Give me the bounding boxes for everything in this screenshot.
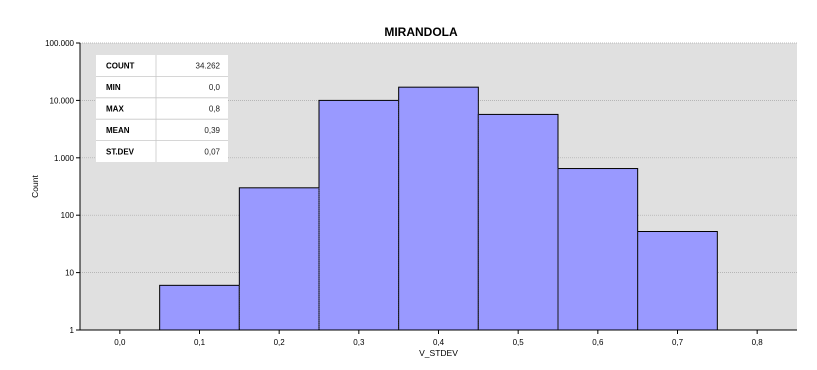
x-tick-label: 0,2: [274, 338, 286, 347]
y-tick-label: 10.000: [50, 96, 75, 105]
histogram-bar: [159, 284, 240, 331]
x-tick-label: 0,4: [433, 338, 445, 347]
x-tick-label: 0,0: [114, 338, 126, 347]
x-tick-label: 0,1: [194, 338, 206, 347]
histogram-bar: [318, 99, 400, 331]
histogram-bar: [398, 86, 479, 331]
histogram-bar: [238, 187, 320, 331]
stats-table-background: [96, 55, 228, 162]
stat-label: ST.DEV: [106, 147, 135, 156]
x-tick-label: 0,3: [353, 338, 365, 347]
bars: [159, 86, 718, 331]
y-tick-label: 1.000: [54, 154, 75, 163]
stat-value: 0,0: [209, 83, 221, 92]
stat-label: MEAN: [106, 126, 130, 135]
x-tick-label: 0,5: [513, 338, 525, 347]
x-tick-label: 0,8: [752, 338, 764, 347]
y-tick-label: 10: [65, 269, 74, 278]
stat-label: COUNT: [106, 62, 135, 71]
stats-table: COUNT 34.262 MIN 0,0 MAX 0,8 MEAN 0,39 ST.DEV 0,0…: [96, 55, 228, 162]
x-axis-ticks: 0,0 0,1 0,2 0,3 0,4 0,5 0,6 0,7 0,8: [114, 330, 763, 347]
stat-value: 0,8: [209, 105, 221, 114]
chart-title: MIRANDOLA: [384, 25, 458, 39]
stat-label: MAX: [106, 105, 124, 114]
y-tick-label: 100.000: [45, 39, 74, 48]
histogram-bar: [557, 168, 639, 331]
x-axis-label: V_STDEV: [419, 348, 458, 358]
histogram-bar: [477, 113, 559, 331]
x-tick-label: 0,7: [672, 338, 684, 347]
histogram-bar: [637, 231, 718, 331]
stat-value: 0,39: [204, 126, 220, 135]
stat-label: MIN: [106, 83, 121, 92]
y-tick-label: 100: [61, 211, 75, 220]
y-axis-ticks: 1 10 100 1.000 10.000 100.000: [45, 39, 80, 335]
y-axis-label: Count: [30, 175, 40, 198]
stat-value: 34.262: [196, 62, 221, 71]
stat-value: 0,07: [204, 147, 220, 156]
y-tick-label: 1: [70, 326, 75, 335]
x-tick-label: 0,6: [592, 338, 604, 347]
